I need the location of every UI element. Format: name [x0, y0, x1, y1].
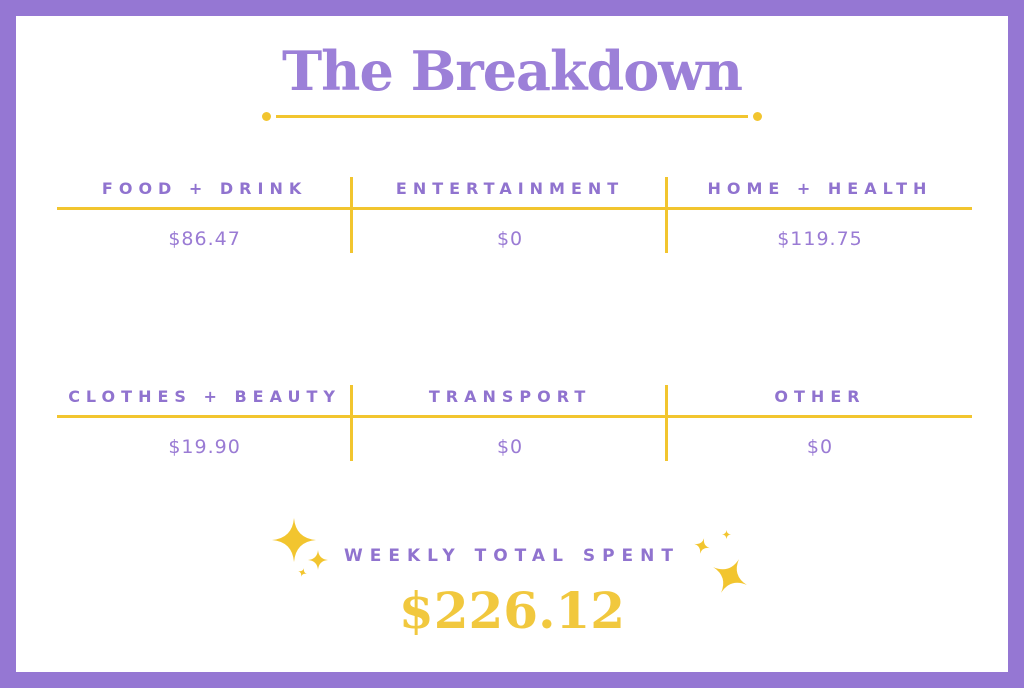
category-value: $19.90	[168, 436, 241, 458]
column-divider	[350, 385, 354, 461]
sparkles-icon	[272, 518, 329, 577]
category-label: TRANSPORT	[352, 389, 668, 418]
underline-line	[276, 115, 748, 118]
category-value: $0	[496, 436, 524, 458]
title-underline	[16, 112, 1008, 121]
column-divider	[350, 177, 354, 253]
weekly-total-label: WEEKLY TOTAL SPENT	[344, 546, 680, 566]
category-cell-clothes-beauty: CLOTHES + BEAUTY $19.90	[57, 389, 353, 458]
page-title: The Breakdown	[282, 39, 743, 103]
category-value: $0	[806, 436, 834, 458]
category-label: ENTERTAINMENT	[352, 181, 668, 210]
category-label: FOOD + DRINK	[57, 181, 353, 210]
breakdown-card: The Breakdown FOOD + DRINK $86.47 ENTERT…	[16, 16, 1008, 672]
category-label: OTHER	[667, 389, 972, 418]
weekly-total-amount: $226.12	[398, 581, 626, 640]
category-row-1: FOOD + DRINK $86.47 ENTERTAINMENT $0 HOM…	[57, 177, 972, 253]
category-cell-transport: TRANSPORT $0	[352, 389, 668, 458]
category-cell-other: OTHER $0	[667, 389, 972, 458]
category-grid: FOOD + DRINK $86.47 ENTERTAINMENT $0 HOM…	[16, 177, 1008, 461]
underline-right-dot	[753, 112, 762, 121]
weekly-total-row: WEEKLY TOTAL SPENT	[16, 516, 1008, 596]
sparkles-icon	[694, 530, 747, 593]
category-cell-entertainment: ENTERTAINMENT $0	[352, 181, 668, 250]
category-value: $0	[496, 228, 524, 250]
category-label: HOME + HEALTH	[667, 181, 972, 210]
category-row-2: CLOTHES + BEAUTY $19.90 TRANSPORT $0 OTH…	[57, 385, 972, 461]
underline-left-dot	[262, 112, 271, 121]
category-cell-home-health: HOME + HEALTH $119.75	[667, 181, 972, 250]
category-label: CLOTHES + BEAUTY	[57, 389, 353, 418]
column-divider	[664, 177, 668, 253]
column-divider	[664, 385, 668, 461]
category-cell-food-drink: FOOD + DRINK $86.47	[57, 181, 353, 250]
category-value: $119.75	[777, 228, 863, 250]
category-value: $86.47	[168, 228, 241, 250]
